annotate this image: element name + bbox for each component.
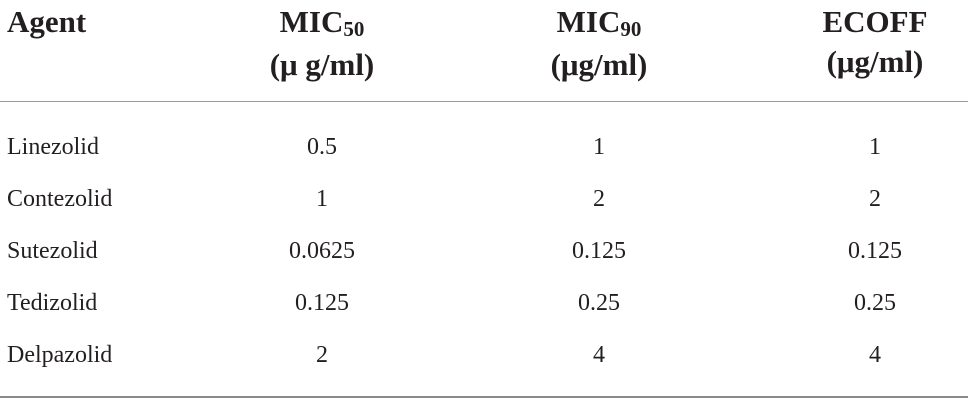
table-row: Contezolid 1 2 2 xyxy=(0,173,968,225)
table-row: Tedizolid 0.125 0.25 0.25 xyxy=(0,277,968,329)
header-mic90-title: MIC90 xyxy=(499,2,699,45)
mic50-cell: 0.5 xyxy=(307,134,337,160)
header-ecoff-title: ECOFF xyxy=(822,4,928,39)
table-row: Sutezolid 0.0625 0.125 0.125 xyxy=(0,225,968,277)
ecoff-cell: 0.25 xyxy=(854,290,896,316)
header-mic90: MIC90 (μg/ml) xyxy=(499,2,699,85)
header-mic90-sub: 90 xyxy=(620,17,642,41)
header-mic50-sub: 50 xyxy=(343,17,365,41)
ecoff-cell: 2 xyxy=(869,186,881,212)
mic50-cell: 1 xyxy=(316,186,328,212)
header-mic90-unit: (μg/ml) xyxy=(550,47,648,82)
mic90-cell: 4 xyxy=(593,342,605,368)
mic90-cell: 1 xyxy=(593,134,605,160)
ecoff-cell: 4 xyxy=(869,342,881,368)
mic50-cell: 0.0625 xyxy=(289,238,355,264)
agent-cell: Tedizolid xyxy=(7,290,98,316)
agent-cell: Sutezolid xyxy=(7,238,98,264)
header-mic90-main: MIC xyxy=(556,4,621,39)
mic50-cell: 0.125 xyxy=(295,290,349,316)
agent-cell: Delpazolid xyxy=(7,342,113,368)
mic50-cell: 2 xyxy=(316,342,328,368)
header-mic50: MIC50 (μ g/ml) xyxy=(222,2,422,85)
table-row: Delpazolid 2 4 4 xyxy=(0,329,968,381)
header-agent: Agent xyxy=(7,2,86,42)
agent-cell: Contezolid xyxy=(7,186,113,212)
header-agent-label: Agent xyxy=(7,4,87,39)
header-mic50-title: MIC50 xyxy=(222,2,422,45)
mic90-cell: 0.25 xyxy=(578,290,620,316)
header-ecoff-unit: (μg/ml) xyxy=(826,44,924,79)
ecoff-cell: 1 xyxy=(869,134,881,160)
mic90-cell: 0.125 xyxy=(572,238,626,264)
header-divider xyxy=(0,101,968,102)
table-bottom-rule xyxy=(0,396,968,398)
header-mic50-main: MIC xyxy=(279,4,344,39)
header-ecoff: ECOFF (μg/ml) xyxy=(775,2,968,82)
table-header: Agent MIC50 (μ g/ml) MIC90 (μg/ml) ECOFF… xyxy=(0,0,968,100)
header-mic50-unit: (μ g/ml) xyxy=(269,47,375,82)
agent-cell: Linezolid xyxy=(7,134,99,160)
mic90-cell: 2 xyxy=(593,186,605,212)
ecoff-cell: 0.125 xyxy=(848,238,902,264)
table-row: Linezolid 0.5 1 1 xyxy=(0,121,968,173)
